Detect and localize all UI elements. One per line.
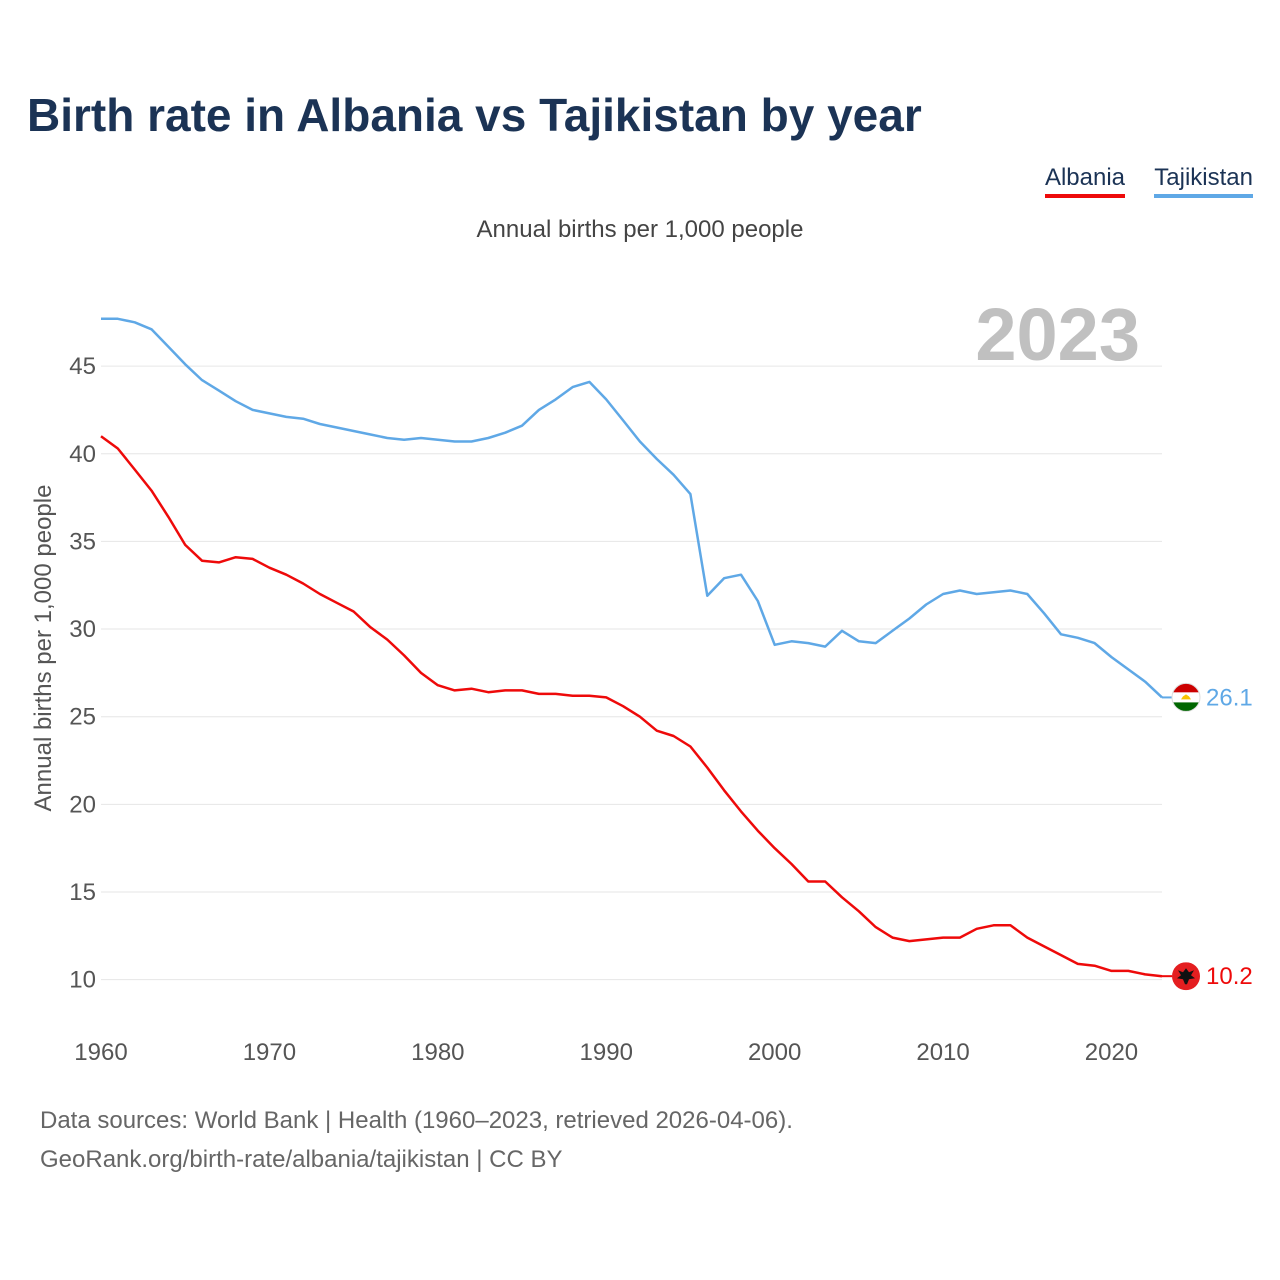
y-tick-label-10: 10 <box>69 967 96 994</box>
x-tick-label-1980: 1980 <box>411 1039 464 1066</box>
tajikistan-flag-icon <box>1171 682 1201 712</box>
legend-item-albania[interactable]: Albania <box>1044 164 1125 198</box>
source-citation: Data sources: World Bank | Health (1960–… <box>40 1107 793 1134</box>
x-axis-ticks: 1960 1970 1980 1990 2000 2010 2020 <box>74 1039 1138 1066</box>
year-watermark: 2023 <box>975 293 1140 376</box>
y-tick-label-15: 15 <box>69 879 96 906</box>
y-tick-label-30: 30 <box>69 616 96 643</box>
series-line-tajikistan <box>101 317 1163 699</box>
line-chart: 10 15 20 25 30 35 40 45 1960 1970 1980 1990 2000 201… <box>30 293 1253 1066</box>
albania-flag-icon <box>1172 962 1200 991</box>
y-tick-label-35: 35 <box>69 528 96 555</box>
x-tick-label-2020: 2020 <box>1085 1039 1138 1066</box>
y-tick-label-40: 40 <box>69 441 96 468</box>
series-line-albania <box>100 435 1163 978</box>
x-tick-label-1990: 1990 <box>580 1039 633 1066</box>
chart-subtitle: Annual births per 1,000 people <box>476 216 804 243</box>
gridlines <box>101 365 1162 981</box>
chart-title: Birth rate in Albania vs Tajikistan by y… <box>27 89 922 141</box>
y-axis-ticks: 10 15 20 25 30 35 40 45 <box>69 353 96 994</box>
source-link[interactable]: GeoRank.org/birth-rate/albania/tajikista… <box>40 1146 563 1173</box>
legend-item-tajikistan[interactable]: Tajikistan <box>1154 164 1253 198</box>
y-tick-label-45: 45 <box>69 353 96 380</box>
y-tick-label-25: 25 <box>69 704 96 731</box>
end-value-label-tajikistan: 26.1 <box>1206 684 1253 711</box>
x-tick-label-2000: 2000 <box>748 1039 801 1066</box>
y-axis-label: Annual births per 1,000 people <box>30 485 57 812</box>
end-value-label-albania: 10.2 <box>1206 963 1253 990</box>
x-tick-label-1970: 1970 <box>243 1039 296 1066</box>
x-tick-label-2010: 2010 <box>916 1039 969 1066</box>
x-tick-label-1960: 1960 <box>74 1039 127 1066</box>
y-tick-label-20: 20 <box>69 791 96 818</box>
